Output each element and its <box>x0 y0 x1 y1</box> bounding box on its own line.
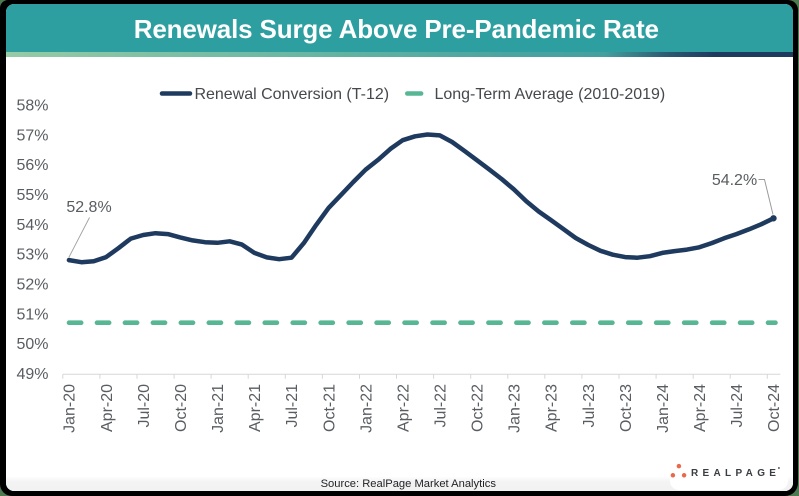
svg-text:56%: 56% <box>16 157 48 174</box>
svg-text:Jan-22: Jan-22 <box>358 384 375 433</box>
svg-text:Apr-22: Apr-22 <box>395 384 412 432</box>
svg-text:Renewal Conversion (T-12): Renewal Conversion (T-12) <box>194 86 389 103</box>
svg-text:Jan-21: Jan-21 <box>210 384 227 433</box>
svg-text:50%: 50% <box>16 336 48 353</box>
svg-text:Oct-20: Oct-20 <box>172 384 189 432</box>
svg-text:Apr-20: Apr-20 <box>98 384 115 432</box>
svg-text:Oct-21: Oct-21 <box>321 384 338 432</box>
svg-text:Jan-23: Jan-23 <box>506 384 523 433</box>
svg-text:55%: 55% <box>16 187 48 204</box>
svg-text:Apr-23: Apr-23 <box>543 384 560 432</box>
svg-text:Apr-21: Apr-21 <box>247 384 264 432</box>
svg-text:Jul-20: Jul-20 <box>135 384 152 428</box>
svg-text:49%: 49% <box>16 366 48 383</box>
svg-text:Apr-24: Apr-24 <box>691 384 708 432</box>
svg-text:Jul-22: Jul-22 <box>432 384 449 428</box>
svg-text:51%: 51% <box>16 306 48 323</box>
svg-text:54.2%: 54.2% <box>711 172 756 189</box>
svg-text:Jul-24: Jul-24 <box>729 384 746 428</box>
svg-text:57%: 57% <box>16 127 48 144</box>
svg-text:Long-Term Average (2010-2019): Long-Term Average (2010-2019) <box>434 86 665 103</box>
svg-text:Oct-22: Oct-22 <box>469 384 486 432</box>
svg-text:58%: 58% <box>16 97 48 114</box>
svg-text:Oct-23: Oct-23 <box>617 384 634 432</box>
svg-text:52.8%: 52.8% <box>66 199 111 216</box>
svg-text:Jan-20: Jan-20 <box>61 384 78 433</box>
svg-text:54%: 54% <box>16 217 48 234</box>
svg-text:REALPAGE: REALPAGE <box>690 468 779 479</box>
svg-text:Jan-24: Jan-24 <box>654 384 671 433</box>
svg-text:Jul-21: Jul-21 <box>284 384 301 428</box>
svg-text:Oct-24: Oct-24 <box>766 384 783 432</box>
svg-text:53%: 53% <box>16 247 48 264</box>
svg-text:52%: 52% <box>16 276 48 293</box>
svg-text:Jul-23: Jul-23 <box>580 384 597 428</box>
